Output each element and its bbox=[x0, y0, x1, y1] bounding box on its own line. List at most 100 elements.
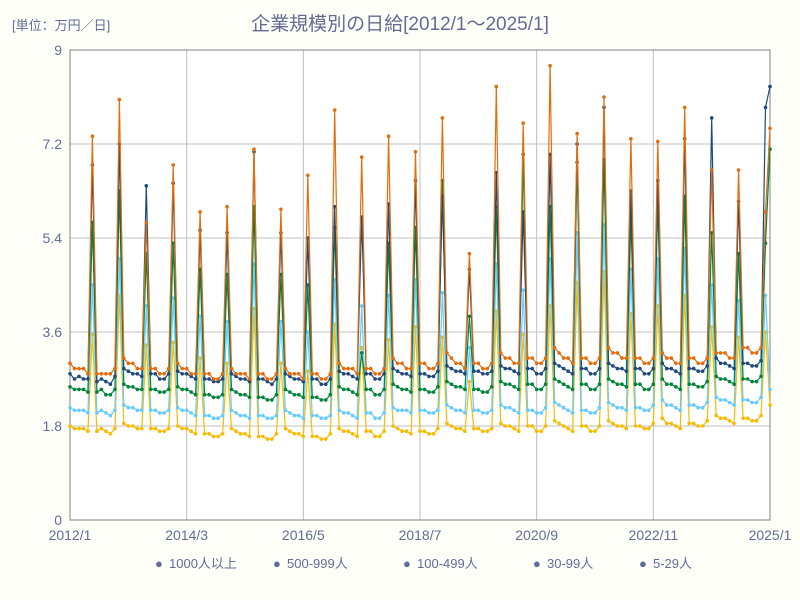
series-marker bbox=[535, 372, 539, 376]
series-marker bbox=[158, 411, 162, 415]
series-marker bbox=[566, 369, 570, 373]
series-marker bbox=[86, 429, 90, 433]
series-marker bbox=[257, 372, 261, 376]
series-marker bbox=[127, 424, 131, 428]
series-marker bbox=[293, 393, 297, 397]
series-marker bbox=[230, 367, 234, 371]
series-marker bbox=[320, 377, 324, 381]
series-marker bbox=[759, 359, 763, 363]
series-marker bbox=[687, 403, 691, 407]
series-marker bbox=[530, 409, 534, 413]
series-marker bbox=[409, 432, 413, 436]
series-marker bbox=[185, 409, 189, 413]
series-marker bbox=[580, 367, 584, 371]
series-marker bbox=[145, 184, 149, 188]
y-tick-label: 9 bbox=[54, 42, 62, 58]
series-marker bbox=[562, 424, 566, 428]
series-marker bbox=[432, 375, 436, 379]
series-marker bbox=[566, 427, 570, 431]
series-marker bbox=[643, 427, 647, 431]
series-marker bbox=[297, 372, 301, 376]
series-marker bbox=[508, 406, 512, 410]
series-marker bbox=[607, 362, 611, 366]
series-marker bbox=[284, 388, 288, 392]
series-marker bbox=[616, 424, 620, 428]
series-marker bbox=[212, 396, 216, 400]
series-marker bbox=[279, 362, 283, 366]
series-marker bbox=[634, 356, 638, 360]
series-marker bbox=[364, 372, 368, 376]
series-marker bbox=[427, 390, 431, 394]
series-marker bbox=[100, 372, 104, 376]
series-marker bbox=[113, 375, 117, 379]
series-marker bbox=[687, 356, 691, 360]
series-marker bbox=[647, 362, 651, 366]
series-marker bbox=[625, 356, 629, 360]
series-marker bbox=[723, 351, 727, 355]
series-marker bbox=[674, 385, 678, 389]
legend-label: 1000人以上 bbox=[169, 556, 237, 571]
series-marker bbox=[593, 372, 597, 376]
series-marker bbox=[750, 380, 754, 384]
series-marker bbox=[423, 409, 427, 413]
series-marker bbox=[257, 414, 261, 418]
series-marker bbox=[652, 403, 656, 407]
chart-svg: 企業規模別の日給[2012/1～2025/1] [単位：万円／日] 01.83.… bbox=[0, 0, 800, 600]
series-marker bbox=[620, 424, 624, 428]
series-marker bbox=[665, 367, 669, 371]
series-marker bbox=[436, 362, 440, 366]
series-marker bbox=[732, 356, 736, 360]
series-marker bbox=[158, 429, 162, 433]
series-marker bbox=[261, 435, 265, 439]
series-marker bbox=[158, 390, 162, 394]
series-marker bbox=[409, 367, 413, 371]
series-marker bbox=[539, 362, 543, 366]
series-marker bbox=[454, 369, 458, 373]
series-marker bbox=[207, 414, 211, 418]
series-marker bbox=[427, 432, 431, 436]
series-marker bbox=[82, 427, 86, 431]
series-marker bbox=[607, 419, 611, 423]
series-marker bbox=[230, 409, 234, 413]
legend-bullet: ● bbox=[273, 556, 281, 571]
series-marker bbox=[149, 388, 153, 392]
series-marker bbox=[337, 369, 341, 373]
series-marker bbox=[409, 411, 413, 415]
series-marker bbox=[732, 367, 736, 371]
series-marker bbox=[95, 372, 99, 376]
series-marker bbox=[723, 362, 727, 366]
series-marker bbox=[746, 398, 750, 402]
series-marker bbox=[342, 388, 346, 392]
series-marker bbox=[288, 429, 292, 433]
series-marker bbox=[728, 364, 732, 368]
series-marker bbox=[400, 388, 404, 392]
series-marker bbox=[391, 367, 395, 371]
series-marker bbox=[418, 372, 422, 376]
series-marker bbox=[315, 414, 319, 418]
series-marker bbox=[387, 134, 391, 138]
series-marker bbox=[364, 367, 368, 371]
series-marker bbox=[512, 385, 516, 389]
series-marker bbox=[373, 435, 377, 439]
series-marker bbox=[189, 390, 193, 394]
series-marker bbox=[95, 429, 99, 433]
series-marker bbox=[526, 424, 530, 428]
series-marker bbox=[320, 437, 324, 441]
series-marker bbox=[705, 380, 709, 384]
series-marker bbox=[674, 424, 678, 428]
series-marker bbox=[275, 393, 279, 397]
series-marker bbox=[535, 388, 539, 392]
series-marker bbox=[243, 393, 247, 397]
series-marker bbox=[297, 432, 301, 436]
series-marker bbox=[526, 409, 530, 413]
series-marker bbox=[625, 385, 629, 389]
series-marker bbox=[557, 364, 561, 368]
series-marker bbox=[329, 372, 333, 376]
series-marker bbox=[562, 406, 566, 410]
series-marker bbox=[266, 416, 270, 420]
series-marker bbox=[616, 382, 620, 386]
series-marker bbox=[535, 429, 539, 433]
series-marker bbox=[557, 380, 561, 384]
series-marker bbox=[297, 393, 301, 397]
series-marker bbox=[162, 390, 166, 394]
